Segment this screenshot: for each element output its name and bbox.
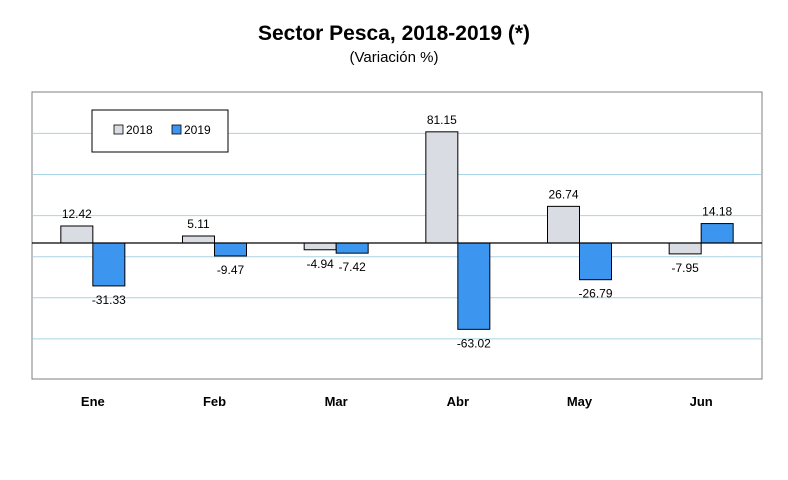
data-label-2019-ene: -31.33 (92, 293, 126, 307)
category-label-feb: Feb (203, 394, 226, 409)
data-label-2018-mar: -4.94 (306, 257, 334, 271)
bar-2019-feb (214, 242, 247, 257)
data-label-2018-feb: 5.11 (187, 217, 210, 231)
bar-2018-feb (182, 235, 215, 244)
legend-label-2018: 2018 (126, 123, 153, 137)
legend-label-2019: 2019 (184, 123, 211, 137)
bar-2018-ene (60, 225, 94, 244)
data-label-2019-jun: 14.18 (702, 205, 732, 219)
bar-2018-mar (303, 242, 337, 251)
bar-2019-may (579, 242, 612, 281)
bar-2019-abr (457, 242, 491, 330)
data-label-2019-may: -26.79 (578, 287, 612, 301)
bar-2019-mar (335, 242, 369, 254)
chart-subtitle: (Variación %) (350, 49, 439, 66)
category-label-mar: Mar (325, 394, 348, 409)
legend-swatch-2018 (113, 124, 124, 135)
legend-swatch-2019 (171, 124, 182, 135)
category-label-abr: Abr (447, 394, 469, 409)
data-label-2019-mar: -7.42 (338, 260, 366, 274)
bar-2019-ene (92, 242, 126, 287)
data-label-2018-abr: 81.15 (427, 113, 457, 127)
bars (60, 131, 734, 330)
data-label-2018-jun: -7.95 (671, 261, 699, 275)
bar-2018-abr (425, 131, 459, 244)
data-label-2018-may: 26.74 (548, 187, 578, 201)
data-label-2019-feb: -9.47 (217, 263, 245, 277)
bar-2019-jun (700, 223, 734, 244)
category-label-jun: Jun (690, 394, 713, 409)
data-label-2018-ene: 12.42 (62, 207, 92, 221)
chart-title: Sector Pesca, 2018-2019 (*) (258, 22, 530, 45)
legend: 2018 2019 (91, 109, 229, 153)
category-label-ene: Ene (81, 394, 105, 409)
category-labels: Ene Feb Mar Abr May Jun (81, 394, 713, 409)
category-label-may: May (567, 394, 593, 409)
gridlines (33, 132, 761, 340)
bar-2018-may (547, 205, 580, 244)
bar-2018-jun (668, 242, 702, 255)
data-label-2019-abr: -63.02 (457, 336, 491, 350)
data-labels: 12.42 -31.33 5.11 -9.47 -4.94 -7.42 81.15 -63.0… (62, 113, 733, 351)
